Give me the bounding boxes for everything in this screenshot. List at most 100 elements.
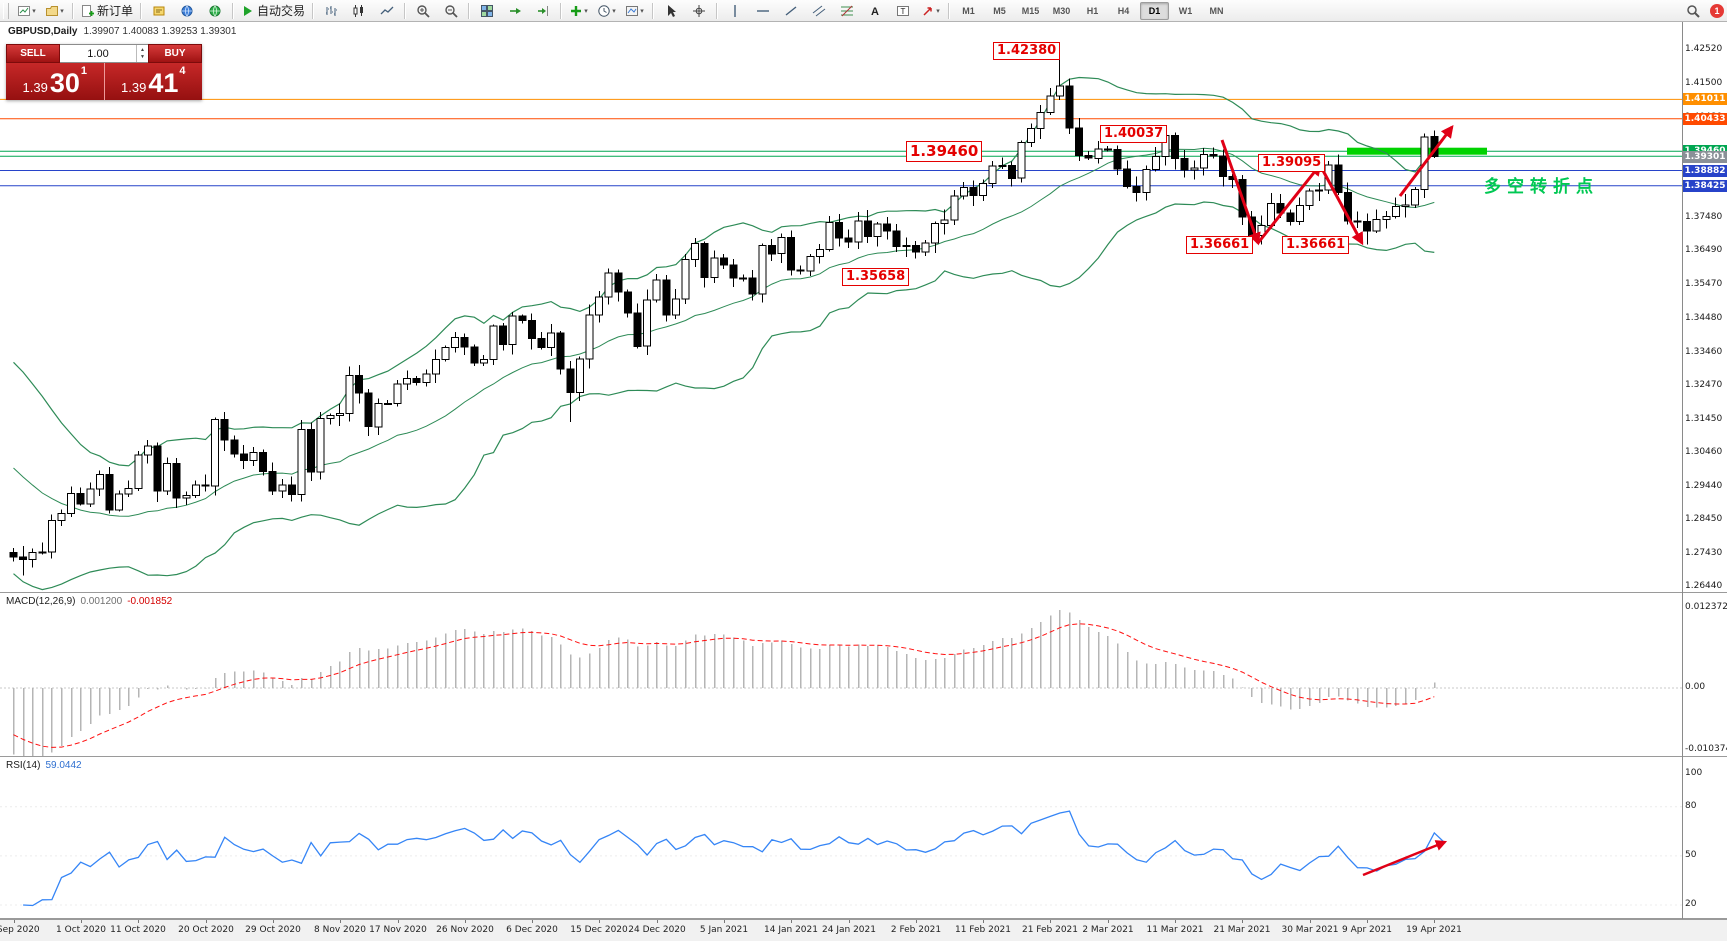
toolbar-separator [652,2,654,19]
date-label: 21 Mar 2021 [1213,925,1271,935]
timeframe-D1-button[interactable]: D1 [1140,1,1170,20]
trend-arrow[interactable] [1398,124,1454,197]
tile-windows-button[interactable] [473,1,500,21]
text-button[interactable]: A [861,1,888,21]
crosshair-icon [692,4,706,18]
spinner-up-icon[interactable]: ▲ [140,46,145,53]
metaeditor-button[interactable] [145,1,172,21]
arrow-objects-button[interactable]: ▾ [917,1,944,21]
zoom-in-icon [416,4,430,18]
turning-point-note[interactable]: 多空转折点 [1484,177,1599,196]
new-order-button[interactable]: 新订单 [77,1,136,21]
templates-button[interactable]: ▾ [621,1,648,21]
axis-tick [1434,920,1435,923]
trend-arrow[interactable] [1256,163,1322,244]
timeframe-W1-button[interactable]: W1 [1178,5,1193,16]
buy-price[interactable]: 1.39 41 4 [104,63,202,100]
auto-trading-button[interactable]: 自动交易 [237,1,308,21]
timeframe-toolbar: M1 M5 M15 M30 H1 H4 D1 W1 MN [953,1,1232,20]
price-scale[interactable]: 1.425201.415001.404801.394601.384401.374… [1683,0,1727,941]
auto-scroll-button[interactable] [501,1,528,21]
axis-tick [1175,920,1176,923]
toolbar-grip[interactable] [3,2,9,19]
axis-tick [599,920,600,923]
axis-tick [1242,920,1243,923]
search-button[interactable] [1679,1,1706,21]
market-icon [180,4,194,18]
macd-panel[interactable] [0,593,1682,756]
toolbar-separator [312,2,314,19]
new-chart-button[interactable]: ▾ [13,1,40,21]
timeframe-H4-button[interactable]: H4 [1117,5,1130,16]
trend-arrow[interactable] [1220,139,1261,246]
date-label: 29 Oct 2020 [245,925,301,935]
axis-tick [1310,920,1311,923]
axis-tick [273,920,274,923]
main-chart[interactable] [0,22,1682,592]
panel-separator[interactable] [0,756,1727,757]
timeframe-MN-button[interactable]: MN [1209,5,1224,16]
periods-button[interactable]: ▾ [593,1,620,21]
line-chart-button[interactable] [373,1,400,21]
rsi-trend-arrow[interactable] [1362,840,1448,877]
zoom-out-button[interactable] [437,1,464,21]
chart-shift-button[interactable] [529,1,556,21]
cursor-icon [664,4,678,18]
templates-icon [625,4,639,18]
price-tick-label: 1.30460 [1685,447,1723,457]
axis-tick [398,920,399,923]
price-marker-label: 1.41011 [1683,93,1727,105]
buy-button[interactable]: BUY [148,44,202,63]
rsi-panel[interactable] [0,757,1682,918]
trendline-button[interactable] [777,1,804,21]
panel-separator[interactable] [0,918,1727,919]
fibonacci-retracement-button[interactable] [833,1,860,21]
price-tick-label: 1.28450 [1685,514,1723,524]
date-label: 15 Dec 2020 [570,925,628,935]
rsi-line [23,810,1445,907]
chevron-down-icon: ▾ [612,7,616,15]
text-label-button[interactable]: T [889,1,916,21]
crosshair-button[interactable] [685,1,712,21]
volume-stepper[interactable]: ▲ ▼ [136,45,148,62]
date-label: 1 Oct 2020 [56,925,106,935]
horizontal-line-button[interactable] [749,1,776,21]
panel-separator[interactable] [0,592,1727,593]
spinner-down-icon[interactable]: ▼ [140,53,145,60]
timeframe-M30-button[interactable]: M30 [1052,5,1071,16]
timeframe-H1-button[interactable]: H1 [1086,5,1099,16]
market-button[interactable] [173,1,200,21]
sell-button[interactable]: SELL [6,44,60,63]
macd-scale-label: 0.012372 [1685,602,1727,612]
svg-text:A: A [871,6,879,18]
sell-price[interactable]: 1.39 30 1 [6,63,105,100]
zoom-in-button[interactable] [409,1,436,21]
price-tick-label: 1.32470 [1685,380,1723,390]
profiles-button[interactable]: ▾ [41,1,68,21]
vertical-line-button[interactable] [721,1,748,21]
toolbar-separator [72,2,73,19]
candlestick-chart-button[interactable] [345,1,372,21]
axis-tick [206,920,207,923]
equidistant-channel-button[interactable] [805,1,832,21]
symbol-label: GBPUSD,Daily 1.39907 1.40083 1.39253 1.39… [8,26,236,37]
bar-chart-button[interactable] [317,1,344,21]
support-zone-bar[interactable] [1347,147,1487,155]
axis-tick [983,920,984,923]
axis-tick [1108,920,1109,923]
trend-arrow[interactable] [1318,164,1364,246]
cursor-button[interactable] [657,1,684,21]
periods-icon [597,4,611,18]
notifications-badge[interactable]: 1 [1710,3,1724,18]
timeframe-M5-button[interactable]: M5 [993,5,1006,16]
time-axis[interactable]: 2 Sep 2020 1 Oct 2020 11 Oct 2020 20 Oct 20… [0,919,1727,941]
date-label: 14 Jan 2021 [764,925,818,935]
timeframe-M15-button[interactable]: M15 [1021,5,1040,16]
price-tick-label: 1.26440 [1685,581,1723,591]
signals-button[interactable] [201,1,228,21]
horizontal-line-icon [756,4,770,18]
indicators-button[interactable]: ▾ [565,1,592,21]
timeframe-M1-button[interactable]: M1 [962,5,975,16]
volume-field[interactable]: 1.00 ▲ ▼ [60,44,148,63]
